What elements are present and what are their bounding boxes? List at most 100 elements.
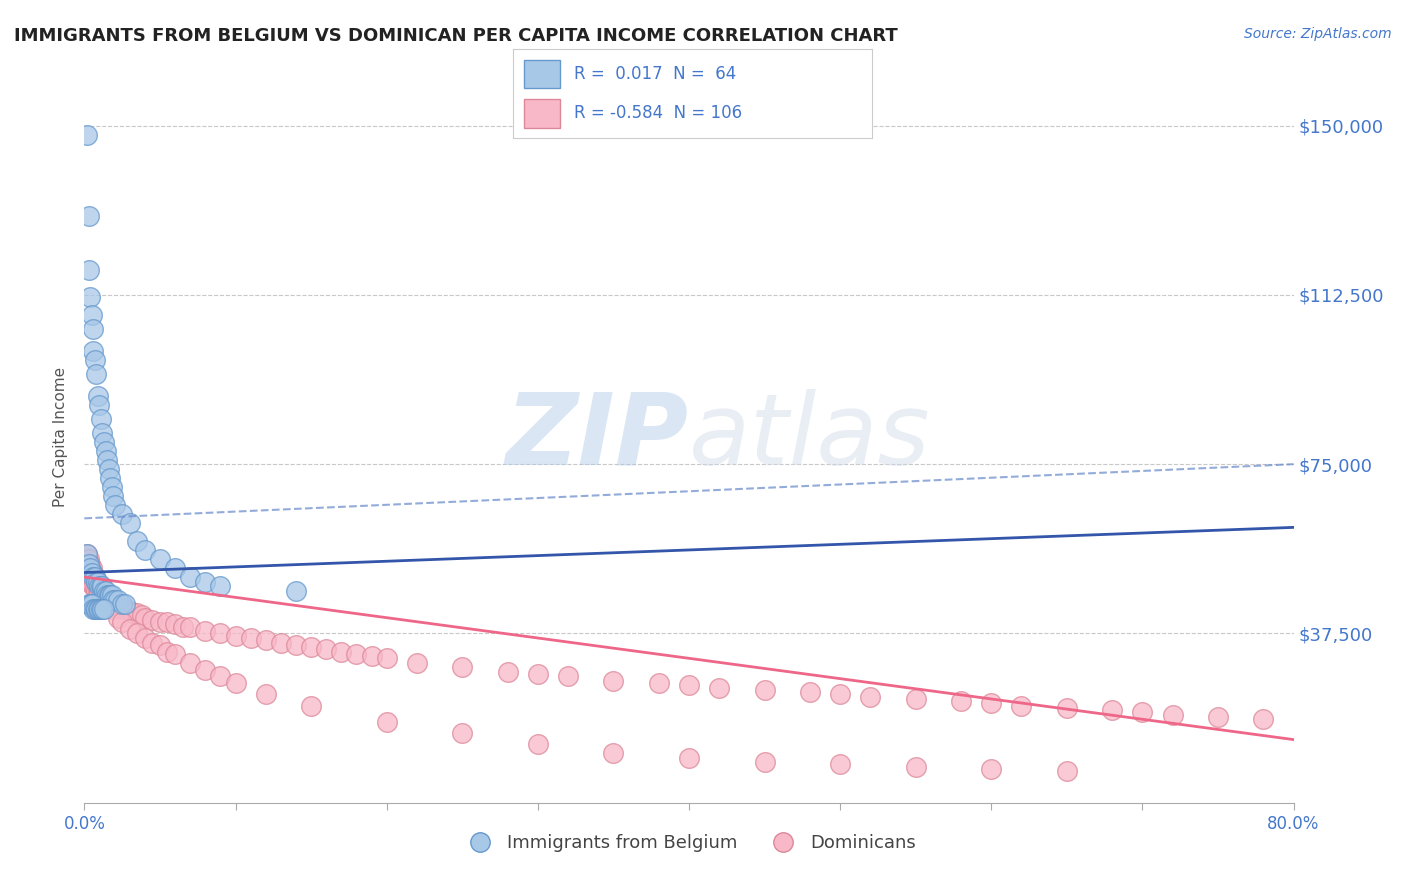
Point: [285, 583, 308, 598]
Point: [225, 629, 247, 643]
Point: [100, 595, 122, 609]
Text: ZIP: ZIP: [506, 389, 689, 485]
Point: [79, 561, 101, 575]
Point: [360, 648, 382, 663]
Point: [101, 597, 124, 611]
Point: [77, 597, 100, 611]
Point: [80, 597, 103, 611]
Bar: [524, 60, 560, 88]
Point: [77, 263, 100, 277]
Point: [285, 638, 308, 652]
Point: [77, 557, 100, 571]
Point: [84, 570, 107, 584]
Point: [93, 591, 115, 605]
Point: [104, 592, 127, 607]
Text: R = -0.584  N = 106: R = -0.584 N = 106: [574, 104, 742, 122]
Point: [89, 399, 111, 413]
Text: IMMIGRANTS FROM BELGIUM VS DOMINICAN PER CAPITA INCOME CORRELATION CHART: IMMIGRANTS FROM BELGIUM VS DOMINICAN PER…: [14, 27, 898, 45]
Point: [141, 635, 163, 649]
Point: [86, 601, 108, 615]
Point: [94, 591, 117, 605]
Point: [96, 452, 118, 467]
Point: [1056, 701, 1078, 715]
Point: [87, 389, 110, 403]
Point: [330, 644, 353, 658]
Point: [100, 601, 122, 615]
Point: [980, 697, 1002, 711]
Point: [165, 617, 187, 632]
Point: [904, 692, 927, 706]
Point: [172, 620, 194, 634]
Point: [830, 688, 852, 702]
Point: [80, 561, 103, 575]
Point: [93, 601, 115, 615]
Point: [754, 682, 776, 697]
Point: [100, 588, 122, 602]
Point: [100, 480, 122, 494]
Point: [87, 601, 110, 615]
Point: [89, 586, 111, 600]
Point: [179, 570, 201, 584]
Point: [87, 583, 110, 598]
Point: [209, 579, 232, 593]
Point: [77, 552, 100, 566]
Point: [118, 604, 141, 618]
Point: [107, 610, 129, 624]
Point: [107, 592, 129, 607]
Point: [93, 583, 115, 598]
Bar: [524, 99, 560, 128]
Point: [557, 669, 579, 683]
Point: [149, 552, 172, 566]
Point: [754, 755, 776, 769]
Point: [527, 667, 550, 681]
Point: [165, 647, 187, 661]
Point: [165, 561, 187, 575]
Legend: Immigrants from Belgium, Dominicans: Immigrants from Belgium, Dominicans: [456, 827, 922, 860]
Point: [496, 665, 519, 679]
Point: [375, 651, 398, 665]
Point: [239, 631, 262, 645]
Point: [80, 308, 103, 322]
Point: [299, 698, 322, 713]
Point: [1253, 712, 1275, 726]
Point: [1011, 698, 1033, 713]
Point: [80, 577, 103, 591]
Point: [118, 516, 141, 530]
Point: [127, 533, 149, 548]
Point: [87, 574, 110, 589]
Point: [82, 579, 104, 593]
Point: [254, 633, 277, 648]
Point: [94, 583, 117, 598]
Point: [84, 353, 107, 368]
Point: [97, 461, 120, 475]
Point: [79, 557, 101, 571]
Point: [98, 588, 121, 602]
Point: [131, 608, 153, 623]
Point: [709, 681, 731, 695]
Point: [114, 597, 136, 611]
Point: [141, 613, 163, 627]
Point: [82, 601, 104, 615]
Point: [648, 676, 671, 690]
Point: [111, 507, 134, 521]
Text: atlas: atlas: [689, 389, 931, 485]
Point: [82, 570, 104, 584]
Point: [602, 673, 624, 688]
Point: [451, 660, 474, 674]
Point: [77, 209, 100, 223]
Point: [602, 746, 624, 760]
Point: [346, 647, 368, 661]
Point: [86, 574, 108, 589]
Point: [799, 685, 821, 699]
Point: [375, 714, 398, 729]
Point: [121, 606, 143, 620]
Point: [1101, 703, 1123, 717]
Point: [89, 579, 111, 593]
Point: [194, 574, 217, 589]
Point: [89, 601, 111, 615]
Point: [111, 601, 134, 615]
Point: [91, 588, 114, 602]
Point: [225, 676, 247, 690]
Point: [194, 624, 217, 639]
Point: [127, 606, 149, 620]
